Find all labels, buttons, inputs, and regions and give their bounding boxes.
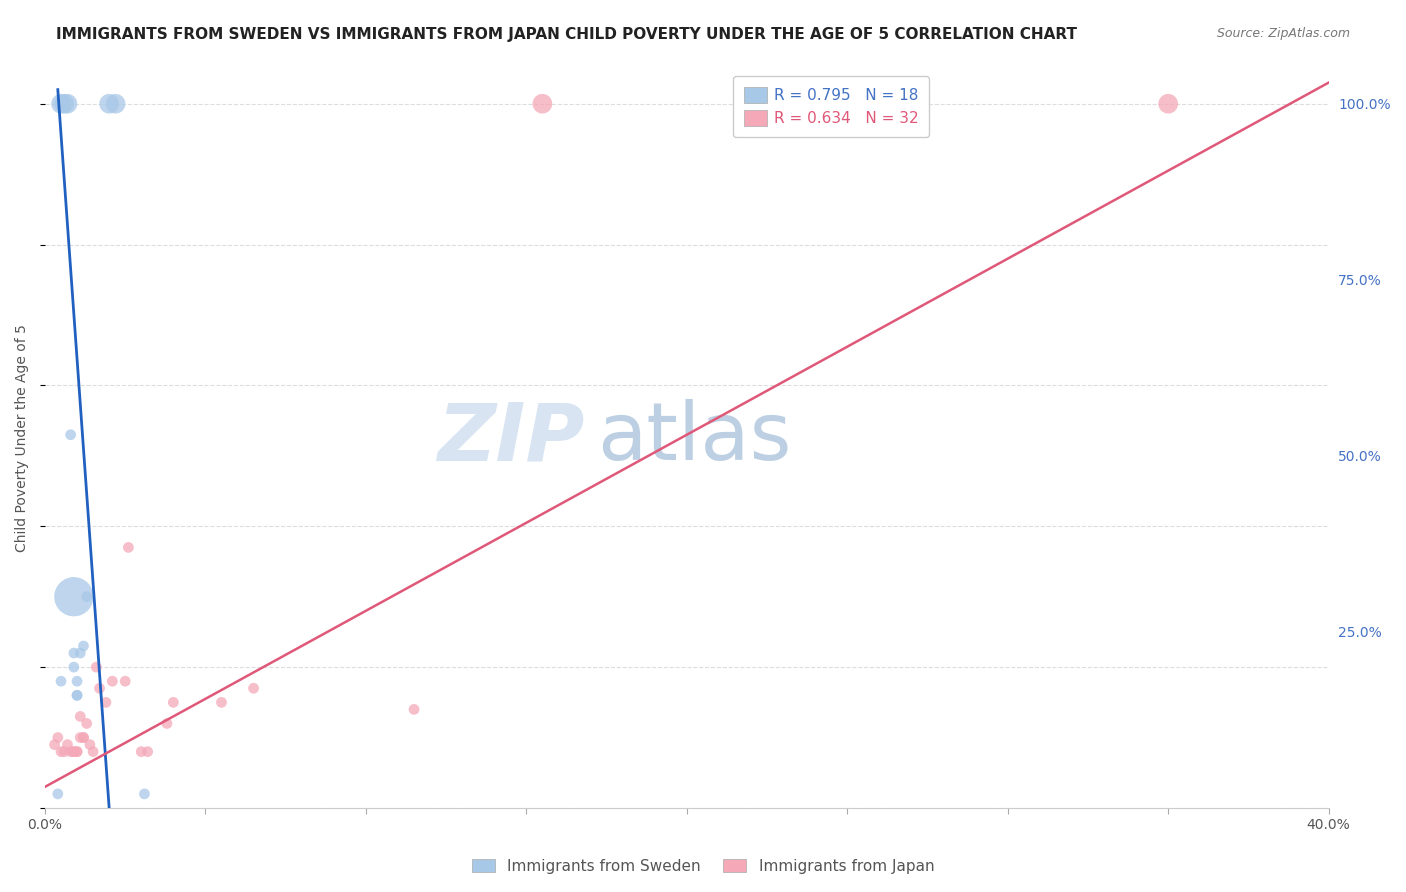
Point: [134, 787, 156, 801]
Point: [63, 646, 86, 660]
Point: [63, 660, 86, 674]
Point: [69, 709, 91, 723]
Point: [89, 681, 111, 696]
Point: [66, 688, 89, 702]
Legend: Immigrants from Sweden, Immigrants from Japan: Immigrants from Sweden, Immigrants from …: [465, 853, 941, 880]
Point: [242, 681, 264, 696]
Text: IMMIGRANTS FROM SWEDEN VS IMMIGRANTS FROM JAPAN CHILD POVERTY UNDER THE AGE OF 5: IMMIGRANTS FROM SWEDEN VS IMMIGRANTS FRO…: [56, 27, 1077, 42]
Point: [156, 716, 179, 731]
Point: [63, 745, 86, 759]
Y-axis label: Child Poverty Under the Age of 5: Child Poverty Under the Age of 5: [15, 325, 30, 552]
Point: [66, 674, 89, 689]
Point: [82, 745, 104, 759]
Text: atlas: atlas: [598, 400, 792, 477]
Point: [66, 745, 89, 759]
Point: [114, 674, 136, 689]
Point: [129, 745, 152, 759]
Point: [49, 745, 72, 759]
Point: [69, 731, 91, 745]
Point: [79, 738, 101, 752]
Point: [53, 96, 76, 111]
Point: [104, 96, 127, 111]
Point: [72, 731, 94, 745]
Point: [46, 787, 69, 801]
Point: [66, 688, 89, 702]
Text: Source: ZipAtlas.com: Source: ZipAtlas.com: [1216, 27, 1350, 40]
Point: [94, 695, 117, 709]
Text: ZIP: ZIP: [437, 400, 583, 477]
Point: [162, 695, 184, 709]
Point: [531, 96, 554, 111]
Legend: R = 0.795   N = 18, R = 0.634   N = 32: R = 0.795 N = 18, R = 0.634 N = 32: [733, 76, 929, 137]
Point: [1157, 96, 1180, 111]
Point: [69, 646, 91, 660]
Point: [56, 96, 79, 111]
Point: [98, 96, 121, 111]
Point: [136, 745, 159, 759]
Point: [44, 738, 66, 752]
Point: [76, 716, 98, 731]
Point: [49, 674, 72, 689]
Point: [66, 745, 89, 759]
Point: [63, 590, 86, 604]
Point: [63, 745, 86, 759]
Point: [59, 745, 82, 759]
Point: [117, 541, 139, 555]
Point: [101, 674, 124, 689]
Point: [72, 731, 94, 745]
Point: [53, 745, 76, 759]
Point: [59, 427, 82, 442]
Point: [72, 639, 94, 653]
Point: [86, 660, 108, 674]
Point: [49, 96, 72, 111]
Point: [211, 695, 233, 709]
Point: [402, 702, 425, 716]
Point: [56, 738, 79, 752]
Point: [76, 590, 98, 604]
Point: [46, 731, 69, 745]
